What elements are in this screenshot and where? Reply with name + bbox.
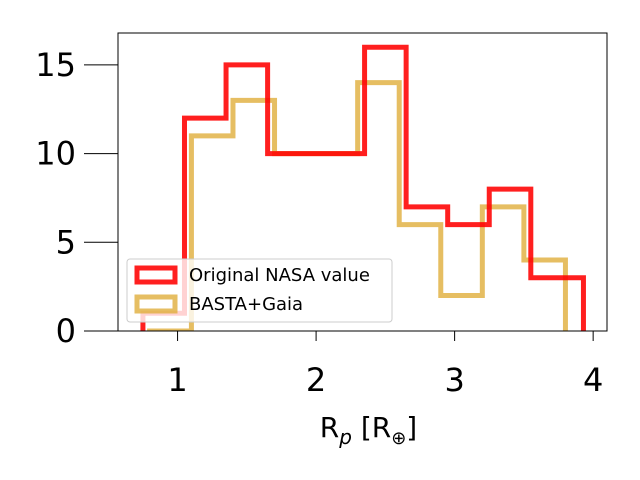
legend-box [126, 258, 393, 323]
plot-area [140, 44, 586, 331]
histogram-series-0 [140, 44, 586, 331]
legend: Original NASA value BASTA+Gaia [126, 258, 393, 323]
legend-label: BASTA+Gaia [189, 294, 303, 315]
x-axis-label: Rp [R⊕] [320, 411, 417, 449]
y-tick-label: 0 [56, 312, 76, 350]
y-tick-label: 10 [35, 135, 76, 173]
legend-label: Original NASA value [189, 265, 370, 286]
x-tick-label: 1 [167, 361, 187, 399]
legend-swatch [134, 294, 178, 314]
x-tick-label: 2 [306, 361, 326, 399]
legend-swatch [134, 265, 178, 285]
plot-frame [117, 32, 608, 332]
histogram-series-1 [147, 80, 568, 331]
x-axis: 1 2 3 4 [167, 331, 603, 399]
y-tick-label: 15 [35, 46, 76, 84]
x-tick-label: 4 [583, 361, 603, 399]
x-tick-label: 3 [444, 361, 464, 399]
y-axis: 0 5 10 15 [35, 46, 118, 350]
y-tick-label: 5 [56, 223, 76, 261]
